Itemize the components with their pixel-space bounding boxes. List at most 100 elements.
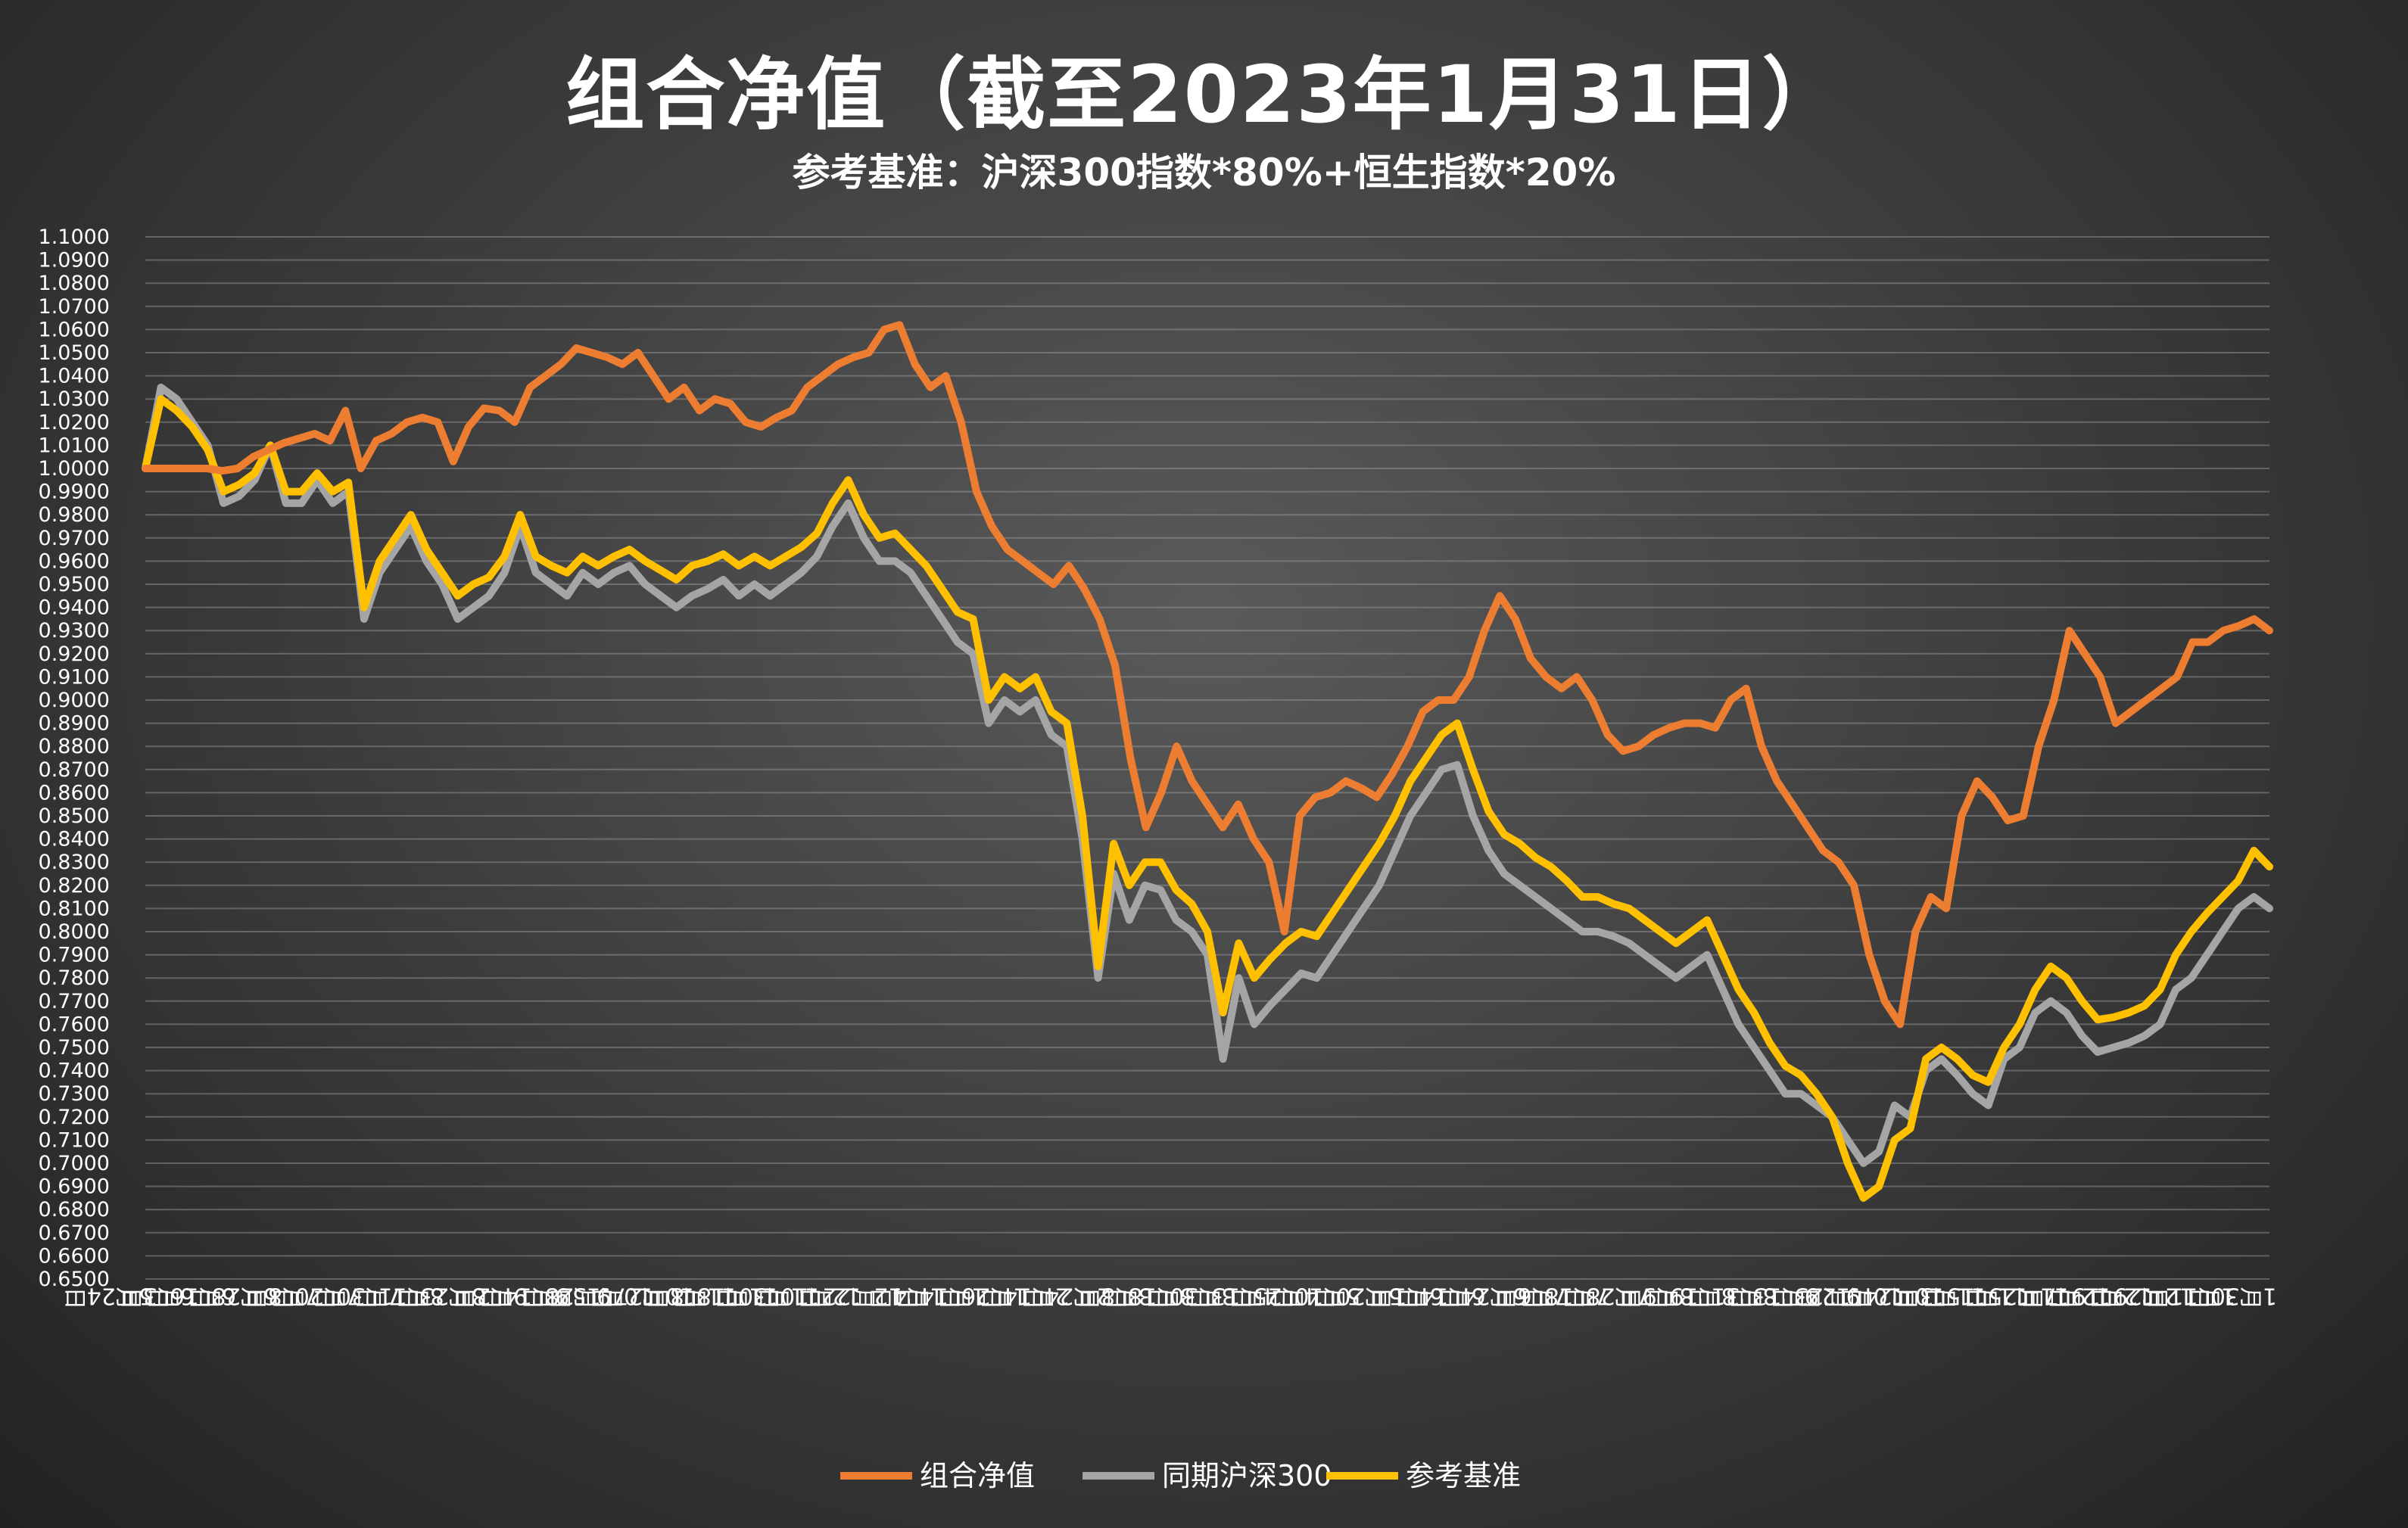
x-tick-label: 12月19日 [2049, 1283, 2152, 1310]
y-tick-label: 0.7400 [39, 1060, 110, 1083]
y-tick-label: 0.9900 [39, 481, 110, 504]
y-tick-label: 0.7300 [39, 1082, 110, 1106]
y-tick-label: 1.0900 [39, 249, 110, 272]
x-tick-label: 12月7日 [2022, 1283, 2111, 1310]
x-tick-label: 5月20日 [1313, 1283, 1402, 1310]
y-tick-label: 1.0100 [39, 434, 110, 457]
x-tick-label: 8月9日 [1620, 1283, 1694, 1310]
x-tick-label: 4月25日 [1230, 1283, 1319, 1310]
y-tick-label: 1.0600 [39, 318, 110, 341]
x-tick-label: 7月18日 [1522, 1283, 1610, 1310]
x-tick-label: 9月14日 [481, 1283, 569, 1310]
x-tick-label: 12月29日 [2091, 1283, 2194, 1310]
y-tick-label: 0.9800 [39, 503, 110, 527]
y-tick-label: 0.7000 [39, 1152, 110, 1175]
x-tick-label: 6月24日 [1438, 1283, 1527, 1310]
x-tick-label: 1月30日 [2188, 1283, 2277, 1310]
x-tick-label: 1月14日 [897, 1283, 986, 1310]
y-tick-label: 0.8300 [39, 851, 110, 874]
x-tick-label: 12月10日 [758, 1283, 861, 1310]
x-tick-label: 11月3日 [1897, 1283, 1986, 1310]
y-tick-label: 0.8000 [39, 920, 110, 944]
y-tick-label: 0.7900 [39, 944, 110, 967]
x-tick-label: 11月15日 [1924, 1283, 2027, 1310]
x-tick-label: 7月8日 [245, 1283, 319, 1310]
x-tick-label: 6月14日 [1397, 1283, 1485, 1310]
y-tick-label: 0.6500 [39, 1268, 110, 1291]
x-tick-label: 2月14日 [980, 1283, 1069, 1310]
y-tick-label: 0.6900 [39, 1175, 110, 1199]
y-tick-label: 0.7200 [39, 1106, 110, 1129]
x-tick-label: 11月18日 [674, 1283, 777, 1310]
x-tick-label: 11月8日 [647, 1283, 736, 1310]
y-tick-label: 0.8800 [39, 735, 110, 758]
series-line-0 [142, 321, 2273, 1029]
x-tick-label: 8月11日 [356, 1283, 444, 1310]
x-tick-label: 9月23日 [1772, 1283, 1861, 1310]
y-tick-label: 0.6600 [39, 1244, 110, 1268]
y-tick-label: 0.9600 [39, 549, 110, 573]
x-tick-label: 3月18日 [1105, 1283, 1194, 1310]
x-tick-label: 8月23日 [397, 1283, 486, 1310]
x-tick-label: 7月20日 [273, 1283, 361, 1310]
x-tick-label: 11月25日 [1966, 1283, 2069, 1310]
x-tick-label: 6月1日 [1369, 1283, 1444, 1310]
series-line-2 [142, 395, 2273, 1202]
x-tick-label: 5月10日 [1272, 1283, 1360, 1310]
y-tick-label: 0.9100 [39, 665, 110, 689]
y-tick-label: 0.7500 [39, 1036, 110, 1060]
y-tick-label: 0.9400 [39, 596, 110, 620]
y-tick-label: 1.0800 [39, 272, 110, 295]
y-tick-label: 1.0400 [39, 365, 110, 388]
y-tick-label: 0.9500 [39, 573, 110, 596]
x-axis-ticks: 5月24日6月3日6月16日6月28日7月8日7月20日7月30日8月11日8月… [64, 1283, 2277, 1310]
y-tick-label: 1.0000 [39, 457, 110, 481]
y-tick-label: 0.8600 [39, 781, 110, 804]
x-tick-label: 9月2日 [453, 1283, 528, 1310]
y-tick-label: 0.8700 [39, 758, 110, 782]
y-tick-label: 0.9200 [39, 643, 110, 666]
y-tick-label: 0.6800 [39, 1198, 110, 1221]
chart-title: 组合净值（截至2023年1月31日） [565, 48, 1843, 141]
x-tick-label: 3月30日 [1147, 1283, 1235, 1310]
y-tick-label: 0.8200 [39, 874, 110, 898]
x-tick-label: 2月24日 [1022, 1283, 1111, 1310]
x-tick-label: 6月28日 [189, 1283, 278, 1310]
x-tick-label: 11月30日 [716, 1283, 819, 1310]
x-tick-label: 9月28日 [522, 1283, 611, 1310]
y-tick-label: 1.0200 [39, 411, 110, 434]
y-tick-label: 0.9000 [39, 689, 110, 712]
y-tick-label: 0.7700 [39, 990, 110, 1013]
x-tick-label: 6月3日 [120, 1283, 195, 1310]
legend-label: 同期沪深300 [1162, 1459, 1332, 1492]
legend-label: 参考基准 [1406, 1459, 1521, 1492]
x-tick-label: 10月27日 [591, 1283, 694, 1310]
y-tick-label: 1.1000 [39, 226, 110, 249]
x-tick-label: 7月6日 [1494, 1283, 1568, 1310]
chart-subtitle: 参考基准：沪深300指数*80%+恒生指数*20% [792, 151, 1616, 195]
x-tick-label: 1月26日 [939, 1283, 1027, 1310]
x-tick-label: 5月24日 [64, 1283, 153, 1310]
y-tick-label: 0.7800 [39, 966, 110, 990]
y-tick-label: 1.0300 [39, 387, 110, 411]
y-tick-label: 1.0700 [39, 295, 110, 319]
x-tick-label: 3月8日 [1078, 1283, 1152, 1310]
x-tick-label: 4月13日 [1188, 1283, 1277, 1310]
x-tick-label: 9月13日 [1730, 1283, 1819, 1310]
x-tick-label: 10月24日 [1840, 1283, 1943, 1310]
x-tick-label: 8月19日 [1646, 1283, 1735, 1310]
y-tick-label: 0.6700 [39, 1221, 110, 1245]
y-tick-label: 0.9700 [39, 527, 110, 550]
y-axis-ticks: 0.65000.66000.67000.68000.69000.70000.71… [39, 226, 110, 1291]
x-tick-label: 10月15日 [550, 1283, 653, 1310]
y-tick-label: 0.8100 [39, 897, 110, 920]
y-tick-label: 0.7100 [39, 1128, 110, 1152]
y-tick-label: 1.0500 [39, 341, 110, 365]
y-tick-label: 0.8500 [39, 804, 110, 828]
legend-label: 组合净值 [920, 1459, 1035, 1492]
y-tick-label: 0.7600 [39, 1013, 110, 1036]
x-tick-label: 8月31日 [1688, 1283, 1777, 1310]
x-tick-label: 1月4日 [870, 1283, 944, 1310]
